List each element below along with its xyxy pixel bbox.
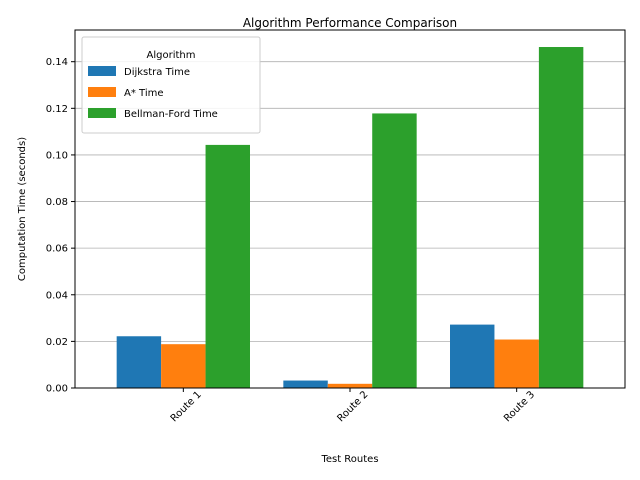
bar bbox=[450, 324, 495, 388]
bar bbox=[538, 47, 584, 389]
bar bbox=[283, 380, 328, 388]
bar bbox=[372, 113, 417, 389]
y-tick-label: 0.04 bbox=[46, 290, 68, 301]
legend-item-label: A* Time bbox=[124, 88, 164, 99]
y-tick-label: 0.08 bbox=[46, 197, 68, 208]
legend-item-label: Bellman-Ford Time bbox=[124, 109, 218, 120]
legend-item-label: Dijkstra Time bbox=[124, 67, 190, 78]
legend-box bbox=[81, 36, 261, 134]
x-axis-label: Test Routes bbox=[320, 454, 378, 465]
bars bbox=[116, 47, 584, 389]
legend-swatch bbox=[88, 87, 116, 97]
bar bbox=[494, 339, 539, 388]
y-tick-label: 0.14 bbox=[46, 57, 68, 68]
legend-swatch bbox=[88, 66, 116, 76]
y-tick-label: 0.02 bbox=[46, 337, 68, 348]
x-axis-ticks: Route 1 Route 2 Route 3 bbox=[169, 388, 537, 424]
legend-swatch bbox=[88, 108, 116, 118]
bar bbox=[161, 344, 206, 388]
y-tick-label: 0.10 bbox=[46, 150, 68, 161]
chart-title: Algorithm Performance Comparison bbox=[243, 16, 457, 30]
y-tick-label: 0.06 bbox=[46, 244, 68, 255]
x-tick-label: Route 1 bbox=[169, 389, 204, 424]
y-axis-label: Computation Time (seconds) bbox=[17, 137, 28, 281]
x-tick-label: Route 2 bbox=[335, 389, 370, 424]
legend-title: Algorithm bbox=[147, 50, 196, 61]
bar bbox=[116, 336, 162, 388]
legend: Algorithm Dijkstra Time A* Time Bellman-Fo… bbox=[81, 36, 261, 134]
y-tick-label: 0.00 bbox=[46, 384, 68, 395]
y-axis-ticks: 0.00 0.02 0.04 0.06 0.08 0.10 0.12 0.14 bbox=[46, 57, 75, 395]
x-tick-label: Route 3 bbox=[502, 389, 537, 424]
bar bbox=[205, 144, 250, 388]
bar bbox=[327, 383, 373, 388]
y-tick-label: 0.12 bbox=[46, 104, 68, 115]
